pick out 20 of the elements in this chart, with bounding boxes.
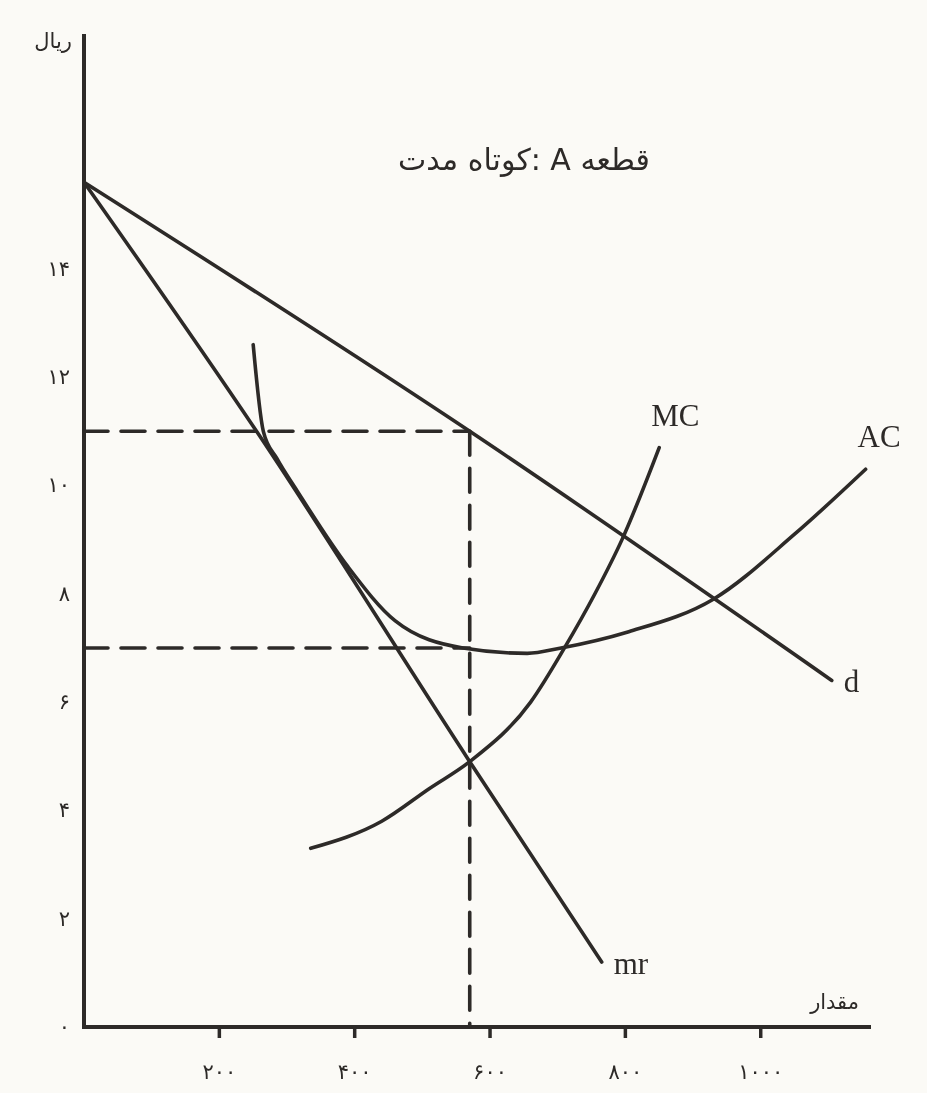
y-tick-label: ۴ (58, 798, 70, 823)
series-label: AC (857, 419, 901, 455)
y-tick-label: ۲ (58, 906, 70, 931)
x-axis-title: مقدار (809, 990, 859, 1014)
x-tick-label: ۶۰۰ (473, 1060, 507, 1084)
y-tick-label: ۶ (58, 690, 70, 715)
x-tick-label: ۸۰۰ (608, 1060, 643, 1084)
series-label: MC (651, 397, 700, 433)
x-tick-label: ۲۰۰ (202, 1060, 237, 1084)
y-tick-label: ۱۰ (47, 473, 70, 498)
y-tick-label: ۱۴ (47, 256, 70, 281)
x-tick-label: ۴۰۰ (337, 1060, 372, 1084)
text: قطعه A :کوتاه مدت (398, 142, 650, 177)
y-axis-title: ریال (34, 29, 72, 53)
series-label: d (843, 664, 860, 700)
y-tick-label: ۱۲ (47, 365, 70, 390)
series-label: mr (613, 946, 649, 982)
y-tick-label: ۸ (58, 581, 70, 606)
x-tick-label: ۱۰۰۰ (738, 1060, 784, 1084)
y-tick-label: ۰ (58, 1015, 70, 1039)
